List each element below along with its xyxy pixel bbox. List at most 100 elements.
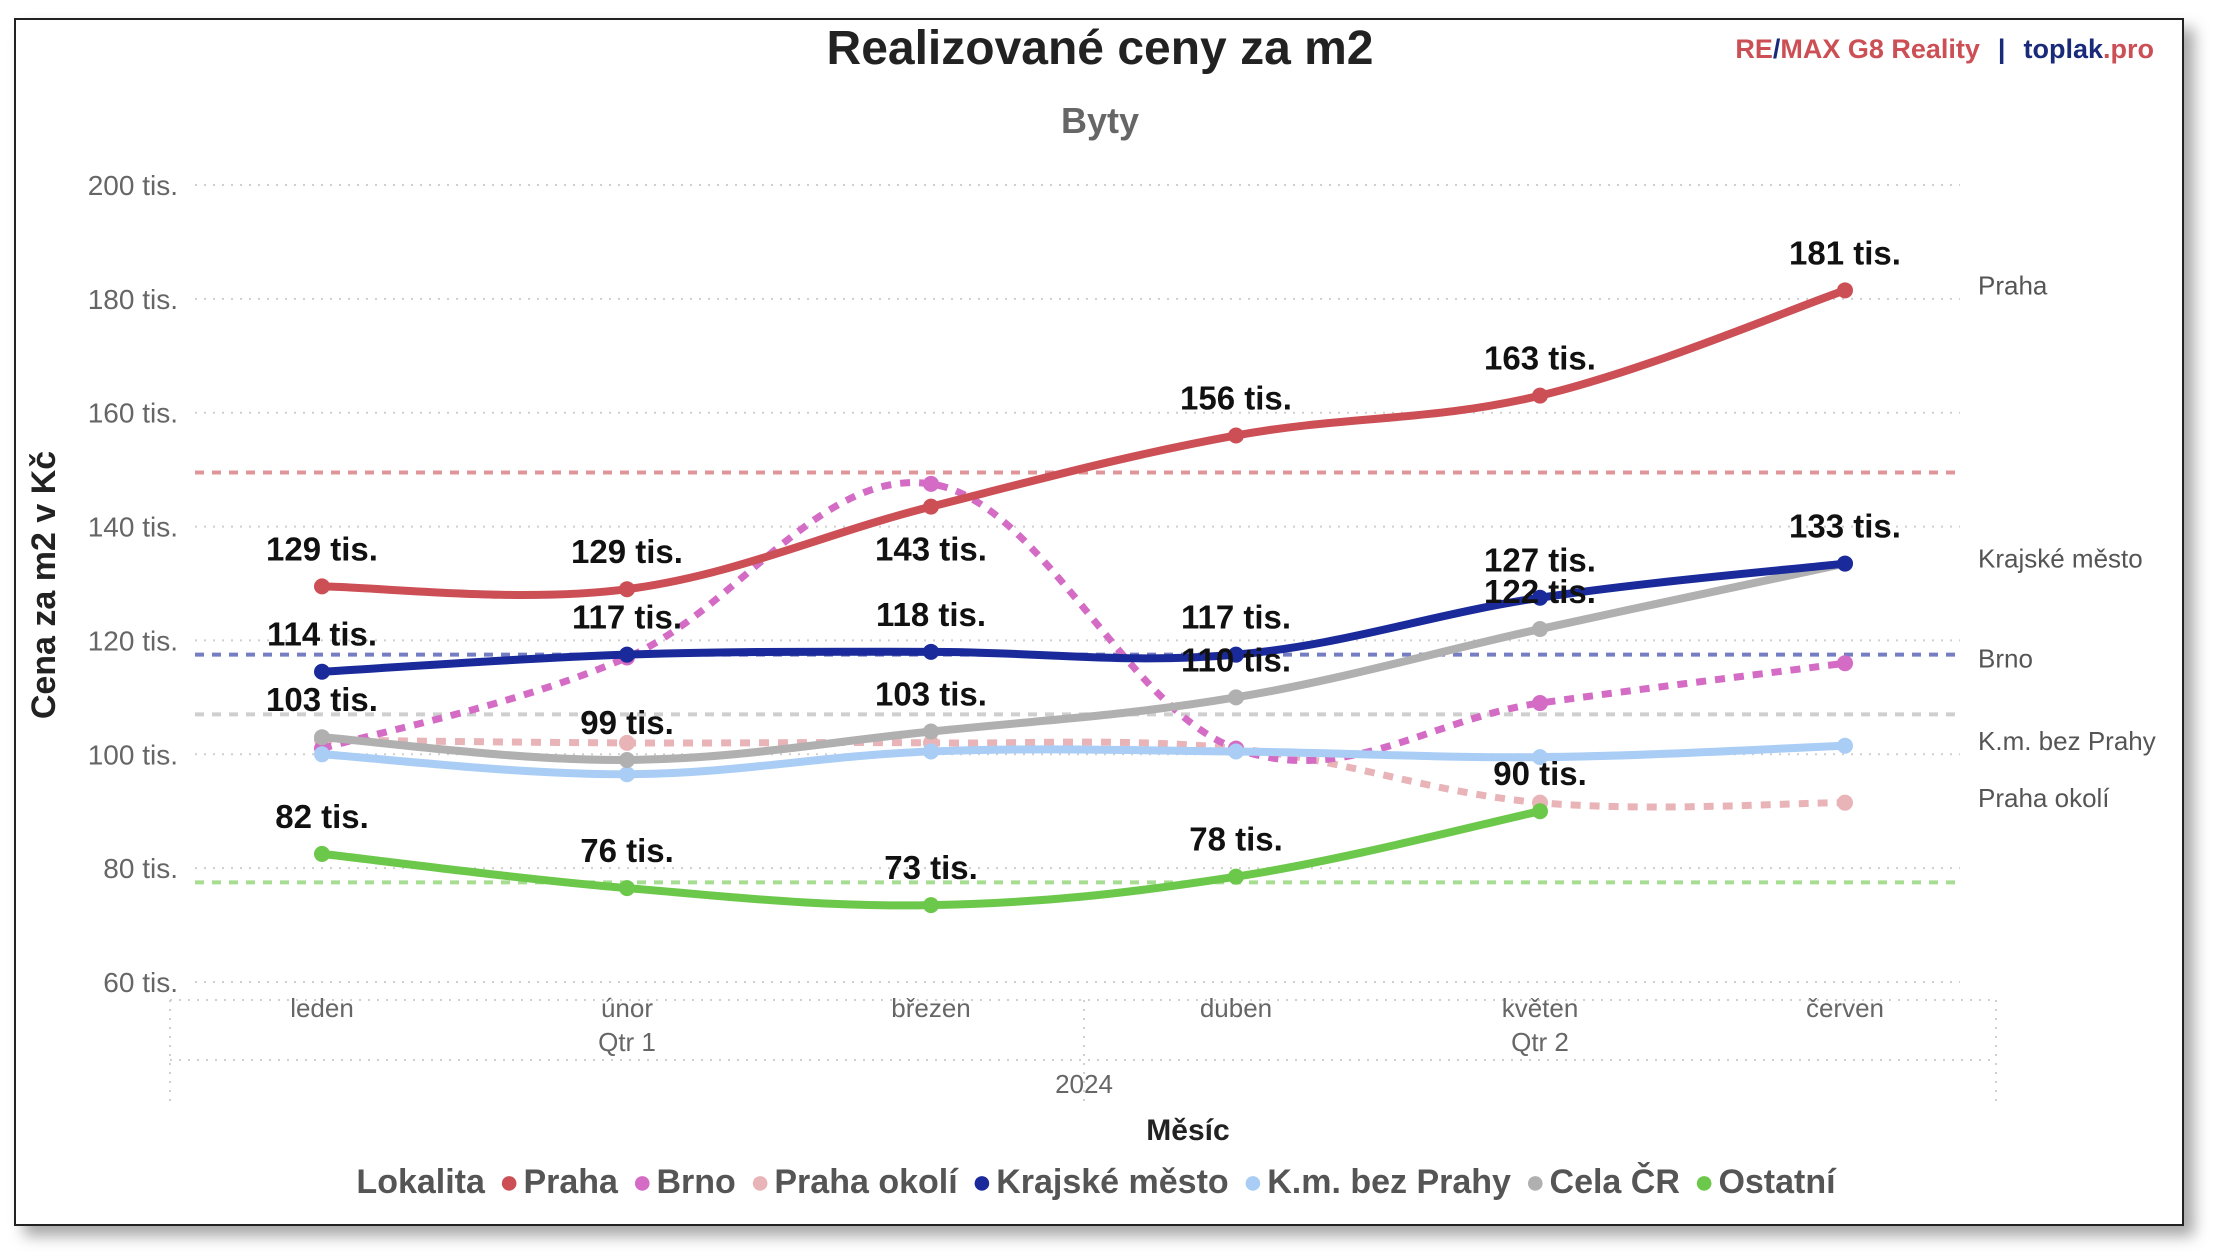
data-point-ostatni	[1228, 868, 1244, 885]
data-label-krajske: 117 tis.	[1181, 599, 1291, 636]
data-labels: 129 tis. 129 tis. 156 tis. 163 tis. 181 tis.…	[266, 234, 1901, 886]
series-line-krajske	[318, 559, 1849, 676]
data-label-cela: 110 tis.	[1181, 641, 1291, 678]
data-label-praha: 181 tis.	[1789, 234, 1901, 271]
y-tick-label: 160 tis.	[88, 398, 178, 429]
data-label-praha: 156 tis.	[1180, 379, 1292, 416]
legend-marker-praha_okoli: ●	[750, 1163, 771, 1201]
data-label-cela: 122 tis.	[1484, 573, 1596, 610]
data-label-ostatni: 78 tis.	[1189, 821, 1283, 858]
y-axis-label: Cena za m2 v Kč	[25, 451, 63, 719]
brand-toplak: toplak	[2023, 34, 2103, 64]
data-label-krajske: 133 tis.	[1789, 508, 1901, 545]
y-tick-label: 180 tis.	[88, 284, 178, 315]
data-label-praha: 129 tis.	[571, 533, 683, 570]
x-tick-label: březen	[891, 993, 971, 1023]
chart-subtitle: Byty	[1061, 100, 1139, 141]
data-point-kmbez	[1532, 749, 1548, 766]
y-tick-label: 60 tis.	[103, 967, 178, 998]
data-point-kmbez	[314, 746, 330, 763]
data-point-kmbez	[1837, 737, 1853, 754]
right-series-label: K.m. bez Prahy	[1978, 726, 2156, 756]
data-label-ostatni: 76 tis.	[580, 832, 674, 869]
brand-toplak-pro: .pro	[2103, 34, 2154, 64]
x-axis: leden únor březen duben květen červen Qtr 1 Qtr…	[169, 993, 1997, 1102]
data-label-ostatni: 90 tis.	[1493, 755, 1587, 792]
data-label-krajske: 127 tis.	[1484, 542, 1596, 579]
legend-item-praha_okoli: Praha okolí	[774, 1163, 959, 1201]
brand-remax-name: MAX G8 Reality	[1780, 34, 1980, 64]
series-cela	[314, 555, 1853, 768]
data-point-praha	[1228, 427, 1244, 444]
quarter-label: Qtr 1	[598, 1027, 656, 1057]
right-series-label: Krajské město	[1978, 544, 2143, 574]
series-line-praha	[318, 286, 1849, 599]
y-tick-label: 80 tis.	[103, 853, 178, 884]
data-point-krajske	[1837, 555, 1853, 572]
data-point-praha_okoli	[619, 734, 635, 751]
legend-marker-praha: ●	[499, 1163, 520, 1201]
data-point-kmbez	[923, 743, 939, 760]
data-label-cela: 103 tis.	[875, 676, 987, 713]
data-point-praha	[923, 498, 939, 515]
legend-marker-ostatni: ●	[1694, 1163, 1715, 1201]
right-series-label: Praha	[1978, 270, 2048, 300]
data-point-krajske	[1228, 646, 1244, 663]
data-point-praha_okoli	[1837, 794, 1853, 811]
gridlines	[195, 184, 1960, 983]
data-point-praha	[314, 578, 330, 595]
data-point-brno	[923, 475, 939, 492]
data-label-praha: 163 tis.	[1484, 340, 1596, 377]
data-point-praha	[619, 581, 635, 598]
chart-title: Realizované ceny za m2	[827, 22, 1374, 75]
average-lines	[195, 470, 1960, 885]
quarter-label: Qtr 2	[1511, 1027, 1569, 1057]
data-label-krajske: 118 tis.	[876, 596, 986, 633]
y-tick-label: 200 tis.	[88, 170, 178, 201]
legend-item-cela: Cela ČR	[1550, 1162, 1680, 1201]
legend-item-kmbez: K.m. bez Prahy	[1267, 1163, 1511, 1201]
data-point-krajske	[923, 643, 939, 660]
data-point-cela	[1532, 621, 1548, 638]
x-tick-label: únor	[601, 993, 653, 1023]
data-label-krajske: 114 tis.	[267, 616, 377, 653]
x-tick-label: duben	[1200, 993, 1272, 1023]
x-tick-label: červen	[1806, 993, 1884, 1023]
series-krajske	[314, 555, 1853, 680]
x-axis-label: Měsíc	[1146, 1114, 1229, 1147]
brand-separator: |	[1998, 34, 2006, 64]
legend-item-praha: Praha	[523, 1163, 619, 1201]
data-point-praha	[1532, 387, 1548, 404]
data-label-praha: 129 tis.	[266, 530, 378, 567]
data-point-krajske	[314, 663, 330, 680]
brand-remax-slash: /	[1773, 34, 1781, 64]
legend-title: Lokalita	[356, 1163, 486, 1201]
data-point-krajske	[619, 646, 635, 663]
series-praha	[314, 282, 1853, 599]
right-series-label: Praha okolí	[1978, 783, 2110, 813]
y-axis-ticks: 60 tis. 80 tis. 100 tis. 120 tis. 140 tis. 16…	[88, 170, 178, 998]
data-point-cela	[923, 723, 939, 740]
right-series-label: Brno	[1978, 643, 2033, 673]
right-labels: Praha Krajské město Brno K.m. bez Prahy Prah…	[1978, 270, 2156, 812]
series-kmbez	[314, 737, 1853, 783]
series-line-praha_okoli	[321, 736, 1846, 811]
brand-remax-re: RE	[1735, 34, 1773, 64]
data-point-krajske	[1532, 589, 1548, 606]
legend-item-krajske: Krajské město	[996, 1163, 1228, 1201]
legend-item-brno: Brno	[657, 1163, 736, 1201]
series-line-kmbez	[318, 741, 1849, 779]
series-line-cela	[318, 559, 1849, 764]
data-point-cela	[314, 729, 330, 746]
legend-marker-krajske: ●	[972, 1163, 993, 1201]
series-ostatni	[314, 803, 1548, 914]
series-lines	[314, 282, 1853, 914]
data-point-praha	[1837, 282, 1853, 299]
y-tick-label: 120 tis.	[88, 625, 178, 656]
y-tick-label: 140 tis.	[88, 512, 178, 543]
legend-item-ostatni: Ostatní	[1718, 1163, 1837, 1201]
legend-marker-brno: ●	[632, 1163, 653, 1201]
data-label-cela: 103 tis.	[266, 681, 378, 718]
data-label-ostatni: 82 tis.	[275, 798, 369, 835]
